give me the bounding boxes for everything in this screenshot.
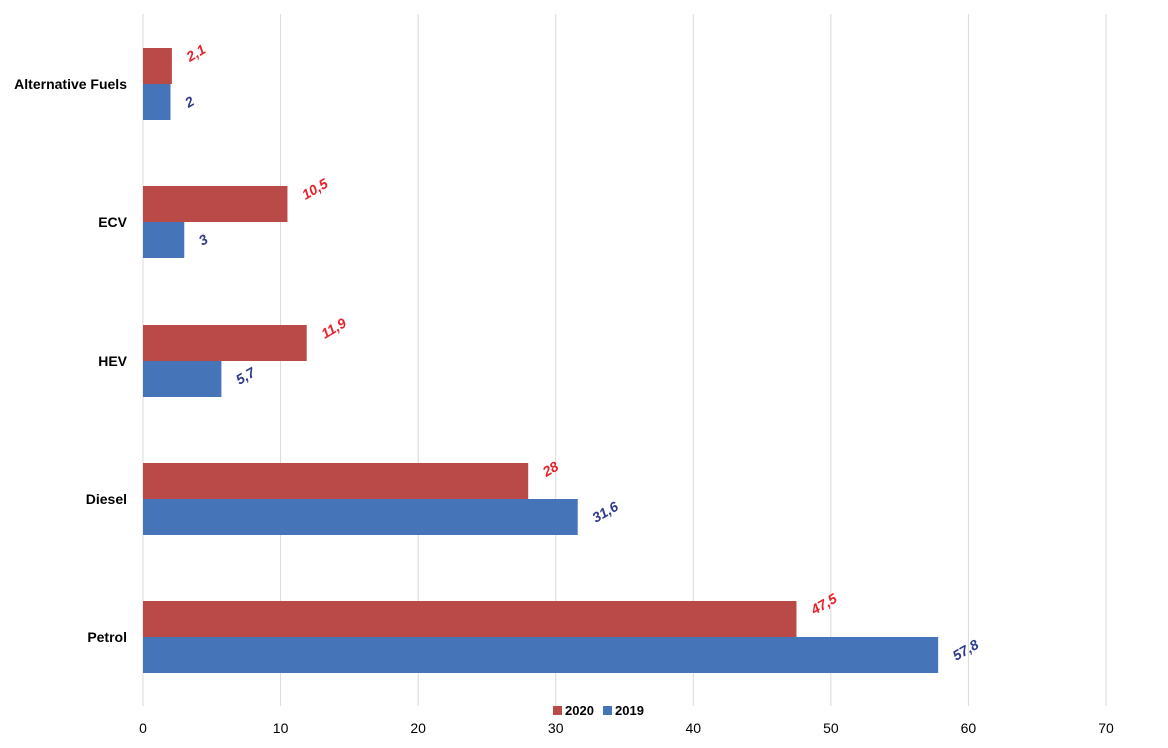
bar-2019 [143,84,171,120]
x-tick-labels: 0 10 20 30 40 50 60 70 [139,720,1114,736]
bars [143,48,939,673]
x-tick-label: 20 [410,720,426,736]
category-label: HEV [98,353,127,369]
x-tick-label: 70 [1098,720,1114,736]
legend-swatch-2019 [603,706,612,715]
data-label-2020: 28 [539,458,562,480]
legend-label-2019: 2019 [615,703,644,718]
bar-2019 [143,222,185,258]
bar-2020 [143,48,172,84]
bar-2019 [143,499,578,535]
bar-2020 [143,325,307,361]
legend: 2020 2019 [553,703,644,718]
x-tick-label: 60 [961,720,977,736]
category-label: ECV [98,214,127,230]
data-label-2019: 57,8 [950,636,982,664]
x-tick-label: 0 [139,720,147,736]
legend-label-2020: 2020 [565,703,594,718]
category-label: Petrol [87,629,127,645]
data-label-2020: 2,1 [183,41,209,65]
data-label-2019: 31,6 [589,498,621,526]
data-label-2020: 10,5 [299,175,331,203]
bar-2019 [143,361,222,397]
data-label-2020: 47,5 [807,590,840,618]
bar-2020 [143,601,797,637]
x-tick-label: 40 [685,720,701,736]
category-labels: Alternative Fuels ECV HEV Diesel Petrol [14,76,127,645]
gridlines [142,14,1107,706]
category-label: Diesel [86,491,127,507]
data-label-2020: 11,9 [318,315,349,342]
data-label-2019: 2 [181,93,197,111]
data-label-2019: 5,7 [233,363,259,387]
bar-2020 [143,463,529,499]
legend-swatch-2020 [553,706,562,715]
data-label-2019: 3 [196,231,211,249]
x-tick-label: 50 [823,720,839,736]
x-tick-label: 30 [548,720,564,736]
x-tick-label: 10 [273,720,289,736]
bar-2019 [143,637,939,673]
bar-2020 [143,186,288,222]
category-label: Alternative Fuels [14,76,127,92]
